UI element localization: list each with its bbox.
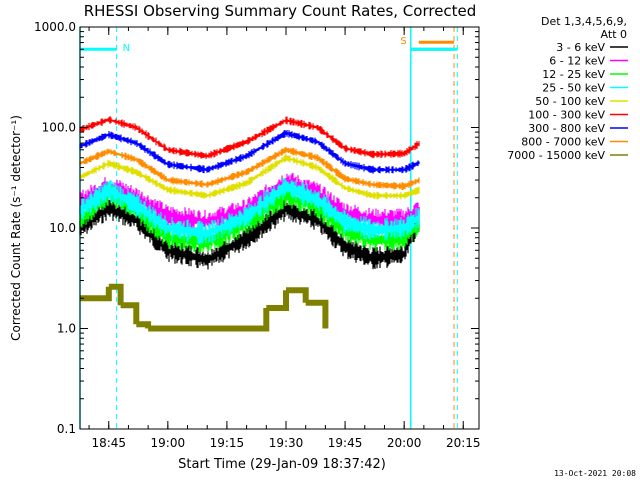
x-tick-label: 19:45 (328, 436, 363, 450)
interval-label: N (123, 43, 130, 54)
legend-label: 800 - 7000 keV (521, 136, 605, 149)
legend-header: Det 1,3,4,5,6,9, (541, 15, 627, 28)
y-tick-label: 0.1 (57, 422, 76, 436)
y-tick-label: 1000.0 (34, 20, 76, 34)
y-tick-label: 1.0 (57, 322, 76, 336)
series-steps (80, 283, 329, 332)
legend-header: Att 0 (601, 28, 627, 41)
x-tick-label: 20:00 (387, 436, 422, 450)
x-tick-label: 18:45 (91, 436, 126, 450)
x-tick-label: 20:15 (446, 436, 481, 450)
chart-title: RHESSI Observing Summary Count Rates, Co… (84, 2, 477, 20)
x-axis-label: Start Time (29-Jan-09 18:37:42) (178, 457, 386, 472)
legend-label: 3 - 6 keV (556, 41, 605, 54)
axes: 1000.0 100.0 10.0 1.0 0.1 18:45 19:00 19:15 19:3… (34, 20, 481, 450)
legend-label: 100 - 300 keV (528, 109, 605, 122)
y-axis-label: Corrected Count Rate (s⁻¹ detector⁻¹) (9, 115, 23, 341)
interval-label: S (400, 36, 406, 47)
x-tick-label: 19:15 (210, 436, 245, 450)
y-tick-label: 10.0 (49, 221, 76, 235)
legend-label: 300 - 800 keV (528, 122, 605, 135)
legend-label: 25 - 50 keV (542, 82, 605, 95)
legend-label: 7000 - 15000 keV (507, 149, 605, 162)
x-tick-label: 19:00 (151, 436, 186, 450)
legend-label: 12 - 25 keV (542, 68, 605, 81)
y-tick-label: 100.0 (42, 121, 76, 135)
generated-timestamp: 13-Oct-2021 20:08 (554, 469, 636, 478)
x-tick-label: 19:30 (269, 436, 304, 450)
legend-label: 50 - 100 keV (535, 95, 605, 108)
legend-label: 6 - 12 keV (549, 55, 605, 68)
